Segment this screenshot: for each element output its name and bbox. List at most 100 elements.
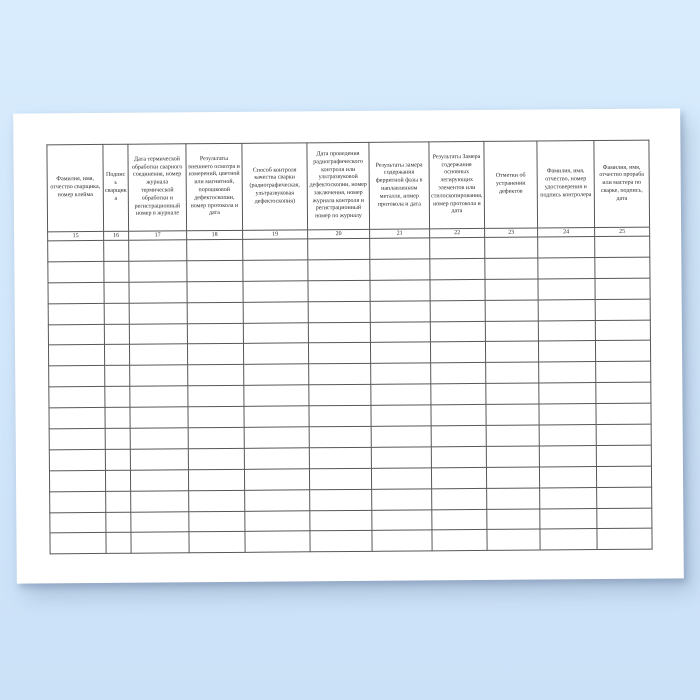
table-cell xyxy=(47,240,104,262)
table-cell xyxy=(187,385,244,407)
column-header-25: Фамилия, имя, отчество прораба или масте… xyxy=(593,140,650,228)
table-cell xyxy=(307,280,371,302)
table-cell xyxy=(307,259,370,281)
table-cell xyxy=(486,529,541,551)
table-cell xyxy=(129,406,189,429)
table-cell xyxy=(104,365,130,387)
table-cell xyxy=(431,425,487,447)
table-cell xyxy=(430,362,486,385)
table-cell xyxy=(49,511,106,534)
table-cell xyxy=(429,279,486,301)
table-cell xyxy=(188,510,245,533)
table-cell xyxy=(484,237,538,259)
table-cell xyxy=(486,425,540,447)
table-cell xyxy=(243,343,309,365)
table-cell xyxy=(486,487,540,509)
table-cell xyxy=(595,382,651,404)
column-header-17: Дата термической обработки сварного соед… xyxy=(127,143,187,232)
table-cell xyxy=(486,466,540,489)
table-cell xyxy=(47,261,104,283)
table-cell xyxy=(243,322,309,344)
table-cell xyxy=(539,424,597,446)
table-cell xyxy=(129,365,188,387)
column-number-17: 17 xyxy=(128,230,187,241)
table-cell xyxy=(369,279,431,302)
table-cell xyxy=(244,447,310,470)
table-cell xyxy=(431,488,487,510)
table-cell xyxy=(486,445,540,468)
table-cell xyxy=(48,407,106,429)
table-cell xyxy=(188,469,245,491)
table-cell xyxy=(431,529,488,552)
table-cell xyxy=(105,532,132,554)
table-cell xyxy=(242,259,308,282)
table-cell xyxy=(130,469,189,491)
table-cell xyxy=(103,240,129,262)
table-cell xyxy=(243,364,309,386)
column-number-23: 23 xyxy=(484,228,538,238)
column-header-23: Отметки об устранении дефектов xyxy=(483,141,538,229)
table-cell xyxy=(244,531,311,553)
table-cell xyxy=(187,301,244,324)
table-cell xyxy=(537,278,596,300)
column-number-21: 21 xyxy=(369,228,430,239)
table-cell xyxy=(595,361,651,383)
table-cell xyxy=(429,258,485,280)
table-cell xyxy=(370,342,431,364)
header-row: Фамилия, имя, отчество сварщика, номер к… xyxy=(46,140,650,232)
table-cell xyxy=(596,445,652,467)
table-cell xyxy=(431,446,487,468)
table-cell xyxy=(49,470,106,492)
table-cell xyxy=(49,449,106,471)
table-cell xyxy=(243,301,309,323)
table-cell xyxy=(485,341,539,363)
table-cell xyxy=(105,428,131,450)
table-cell xyxy=(538,320,596,342)
table-cell xyxy=(128,260,187,283)
table-cell xyxy=(430,383,486,405)
table-cell xyxy=(129,385,188,408)
table-cell xyxy=(370,363,431,385)
table-cell xyxy=(595,319,651,342)
table-cell xyxy=(308,321,371,344)
table-cell xyxy=(128,281,188,303)
table-cell xyxy=(485,320,539,342)
table-cell xyxy=(539,487,597,509)
table-cell xyxy=(371,425,432,448)
table-cell xyxy=(188,490,245,512)
column-number-24: 24 xyxy=(537,227,595,238)
table-cell xyxy=(485,362,539,384)
table-cell xyxy=(370,321,431,343)
table-cell xyxy=(430,341,486,364)
welding-log-table: Фамилия, имя, отчество сварщика, номер к… xyxy=(46,139,653,555)
table-cell xyxy=(104,323,130,345)
table-cell xyxy=(48,303,105,325)
table-cell xyxy=(309,447,372,469)
table-cell xyxy=(369,258,430,281)
table-cell xyxy=(105,511,131,533)
table-cell xyxy=(104,407,131,429)
table-cell xyxy=(371,530,433,552)
table-cell xyxy=(596,507,652,530)
table-cell xyxy=(49,491,106,513)
table-cell xyxy=(48,365,105,388)
table-cell xyxy=(309,468,372,490)
column-header-24: Фамилия, имя, отчество, номер удостовере… xyxy=(536,140,595,229)
table-cell xyxy=(130,511,189,533)
column-header-16: Подпись сварщика xyxy=(102,144,129,232)
table-cell xyxy=(105,490,131,512)
table-cell xyxy=(596,486,652,509)
table-cell xyxy=(539,466,597,488)
table-cell xyxy=(369,237,430,260)
table-cell xyxy=(186,239,243,261)
table-cell xyxy=(129,323,188,345)
table-cell xyxy=(308,405,372,427)
table-cell xyxy=(537,257,595,279)
table-cell xyxy=(371,488,432,510)
table-cell xyxy=(370,404,432,427)
table-cell xyxy=(48,323,105,346)
table-cell xyxy=(485,383,539,405)
table-cell xyxy=(105,449,131,471)
table-cell xyxy=(538,299,596,321)
